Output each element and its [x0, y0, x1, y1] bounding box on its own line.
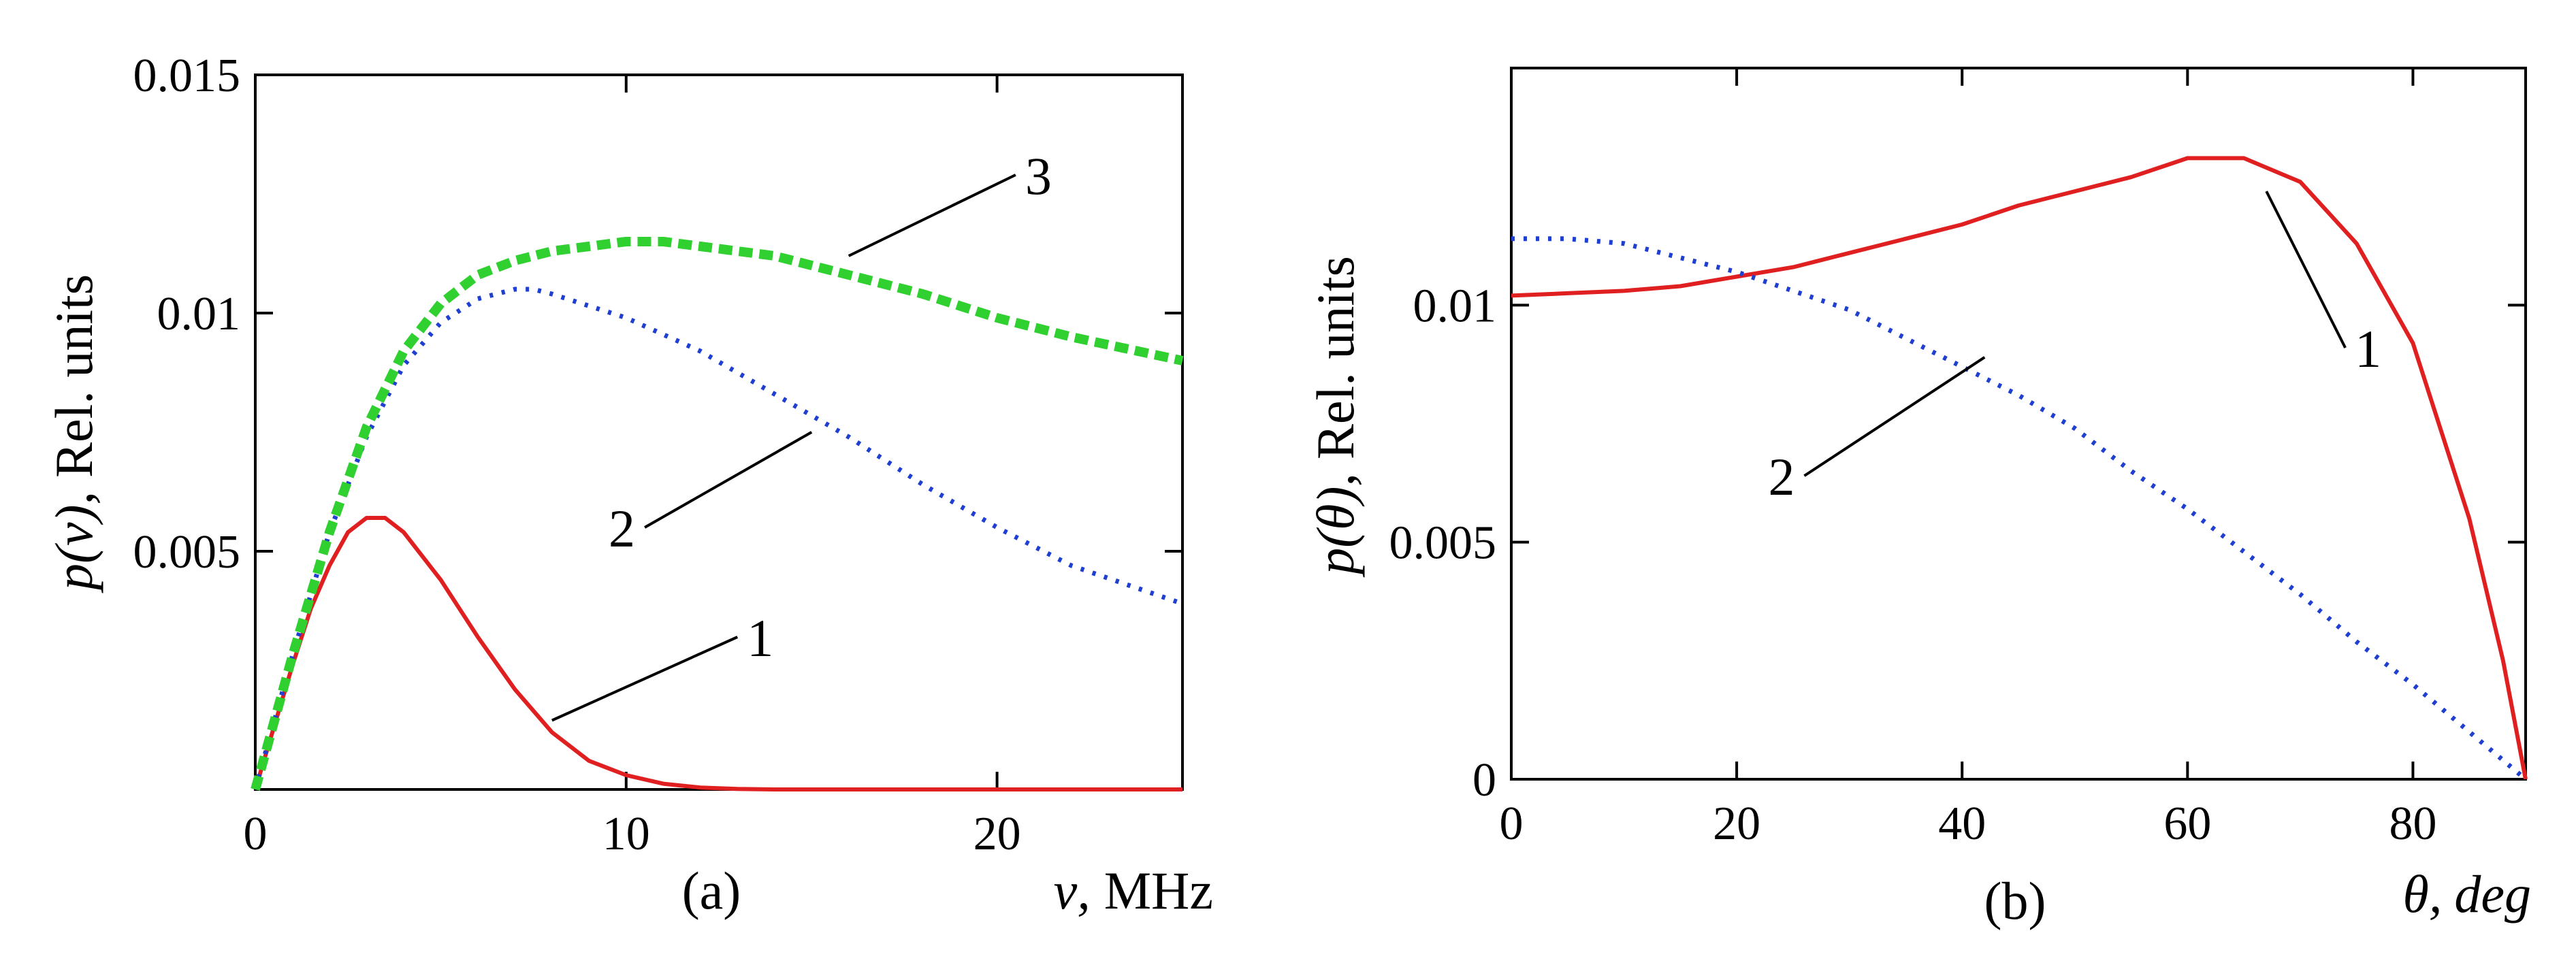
- panel-b-x-tick-label: 40: [1938, 798, 1986, 850]
- panel-a-series-1-line: [253, 516, 1182, 791]
- panel-b-curve-labels: 12: [1768, 191, 2381, 506]
- panel-a-series-1-leader-line: [551, 636, 739, 722]
- panel-b-series-2-leader-line: [1803, 356, 1986, 477]
- panel-b-x-axis-unit: deg: [2454, 864, 2531, 924]
- panel-a-series-1-label: 1: [747, 608, 773, 668]
- panel-b-series-1-leader-line: [2265, 191, 2347, 348]
- panel-a-y-axis-title: p(ν), Rel. units: [44, 274, 103, 593]
- panel-a-x-axis-title: ν, MHz: [1054, 861, 1213, 920]
- panel-a-series-3-label: 3: [1025, 146, 1052, 206]
- panel-b-y-tick-label: 0.01: [1413, 280, 1497, 332]
- panel-b-x-tick-label: 80: [2389, 798, 2436, 850]
- panel-b-series: [1511, 156, 2528, 781]
- panel-b-series-1-label: 1: [2355, 319, 2381, 378]
- panel-b-y-tick-label: 0.005: [1389, 517, 1497, 570]
- panel-a-tick-labels: 0 10 20 0.005 0.01 0.015: [133, 50, 1021, 860]
- panel-a-series: [251, 237, 1184, 791]
- panel-a-curve-labels: 1 2 3: [551, 146, 1052, 722]
- panel-b-x-tick-label: 20: [1713, 798, 1760, 850]
- panel-a-tag: (a): [682, 861, 741, 920]
- panel-a-series-2-leader-line: [644, 431, 813, 529]
- panel-b-y-axis-function: p(θ),: [1306, 473, 1365, 578]
- panel-a-x-tick-label: 20: [973, 808, 1021, 860]
- panel-b-x-axis-variable: θ,: [2403, 864, 2443, 924]
- panel-a-x-axis-unit: MHz: [1104, 861, 1213, 920]
- panel-b-x-tick-label: 60: [2163, 798, 2211, 850]
- panel-b-x-axis-title: θ, deg: [2403, 864, 2531, 924]
- panel-a-series-2-label: 2: [609, 499, 635, 558]
- panel-b-tick-labels: 0 20 40 60 80 0 0.005 0.01: [1389, 280, 2437, 850]
- panel-b-y-tick-label: 0: [1472, 754, 1496, 806]
- panel-a-y-tick-label: 0.01: [157, 288, 241, 340]
- panel-a-series-2-line: [253, 287, 1184, 790]
- panel-a-y-tick-label: 0.005: [133, 526, 241, 578]
- panel-a-x-axis-variable: ν: [1054, 861, 1078, 920]
- panel-b-ticks: [1510, 68, 2526, 781]
- panel-b-series-1-line: [1511, 156, 2528, 780]
- panel-b-series-2-label: 2: [1768, 447, 1794, 506]
- panel-a-ticks: [254, 74, 1182, 789]
- panel-a-y-tick-label: 0.015: [133, 50, 241, 102]
- panel-b-series-2-line: [1511, 236, 2528, 781]
- panel-a-series-3-line: [251, 237, 1184, 791]
- panel-b-plot-frame: [1510, 67, 2527, 781]
- panel-a-y-axis-unit: Rel. units: [44, 274, 103, 478]
- panel-a-y-axis-function: p(ν),: [44, 491, 103, 593]
- panel-a-x-tick-label: 0: [244, 808, 268, 860]
- panel-b-y-axis-title: p(θ), Rel. units: [1306, 256, 1365, 578]
- panel-b-x-tick-label: 0: [1500, 798, 1524, 850]
- panel-a-x-tick-label: 10: [602, 808, 650, 860]
- panel-a-series-3-leader-line: [848, 174, 1016, 257]
- panel-b-tag: (b): [1984, 871, 2046, 930]
- panel-b-y-axis-unit: Rel. units: [1306, 256, 1365, 459]
